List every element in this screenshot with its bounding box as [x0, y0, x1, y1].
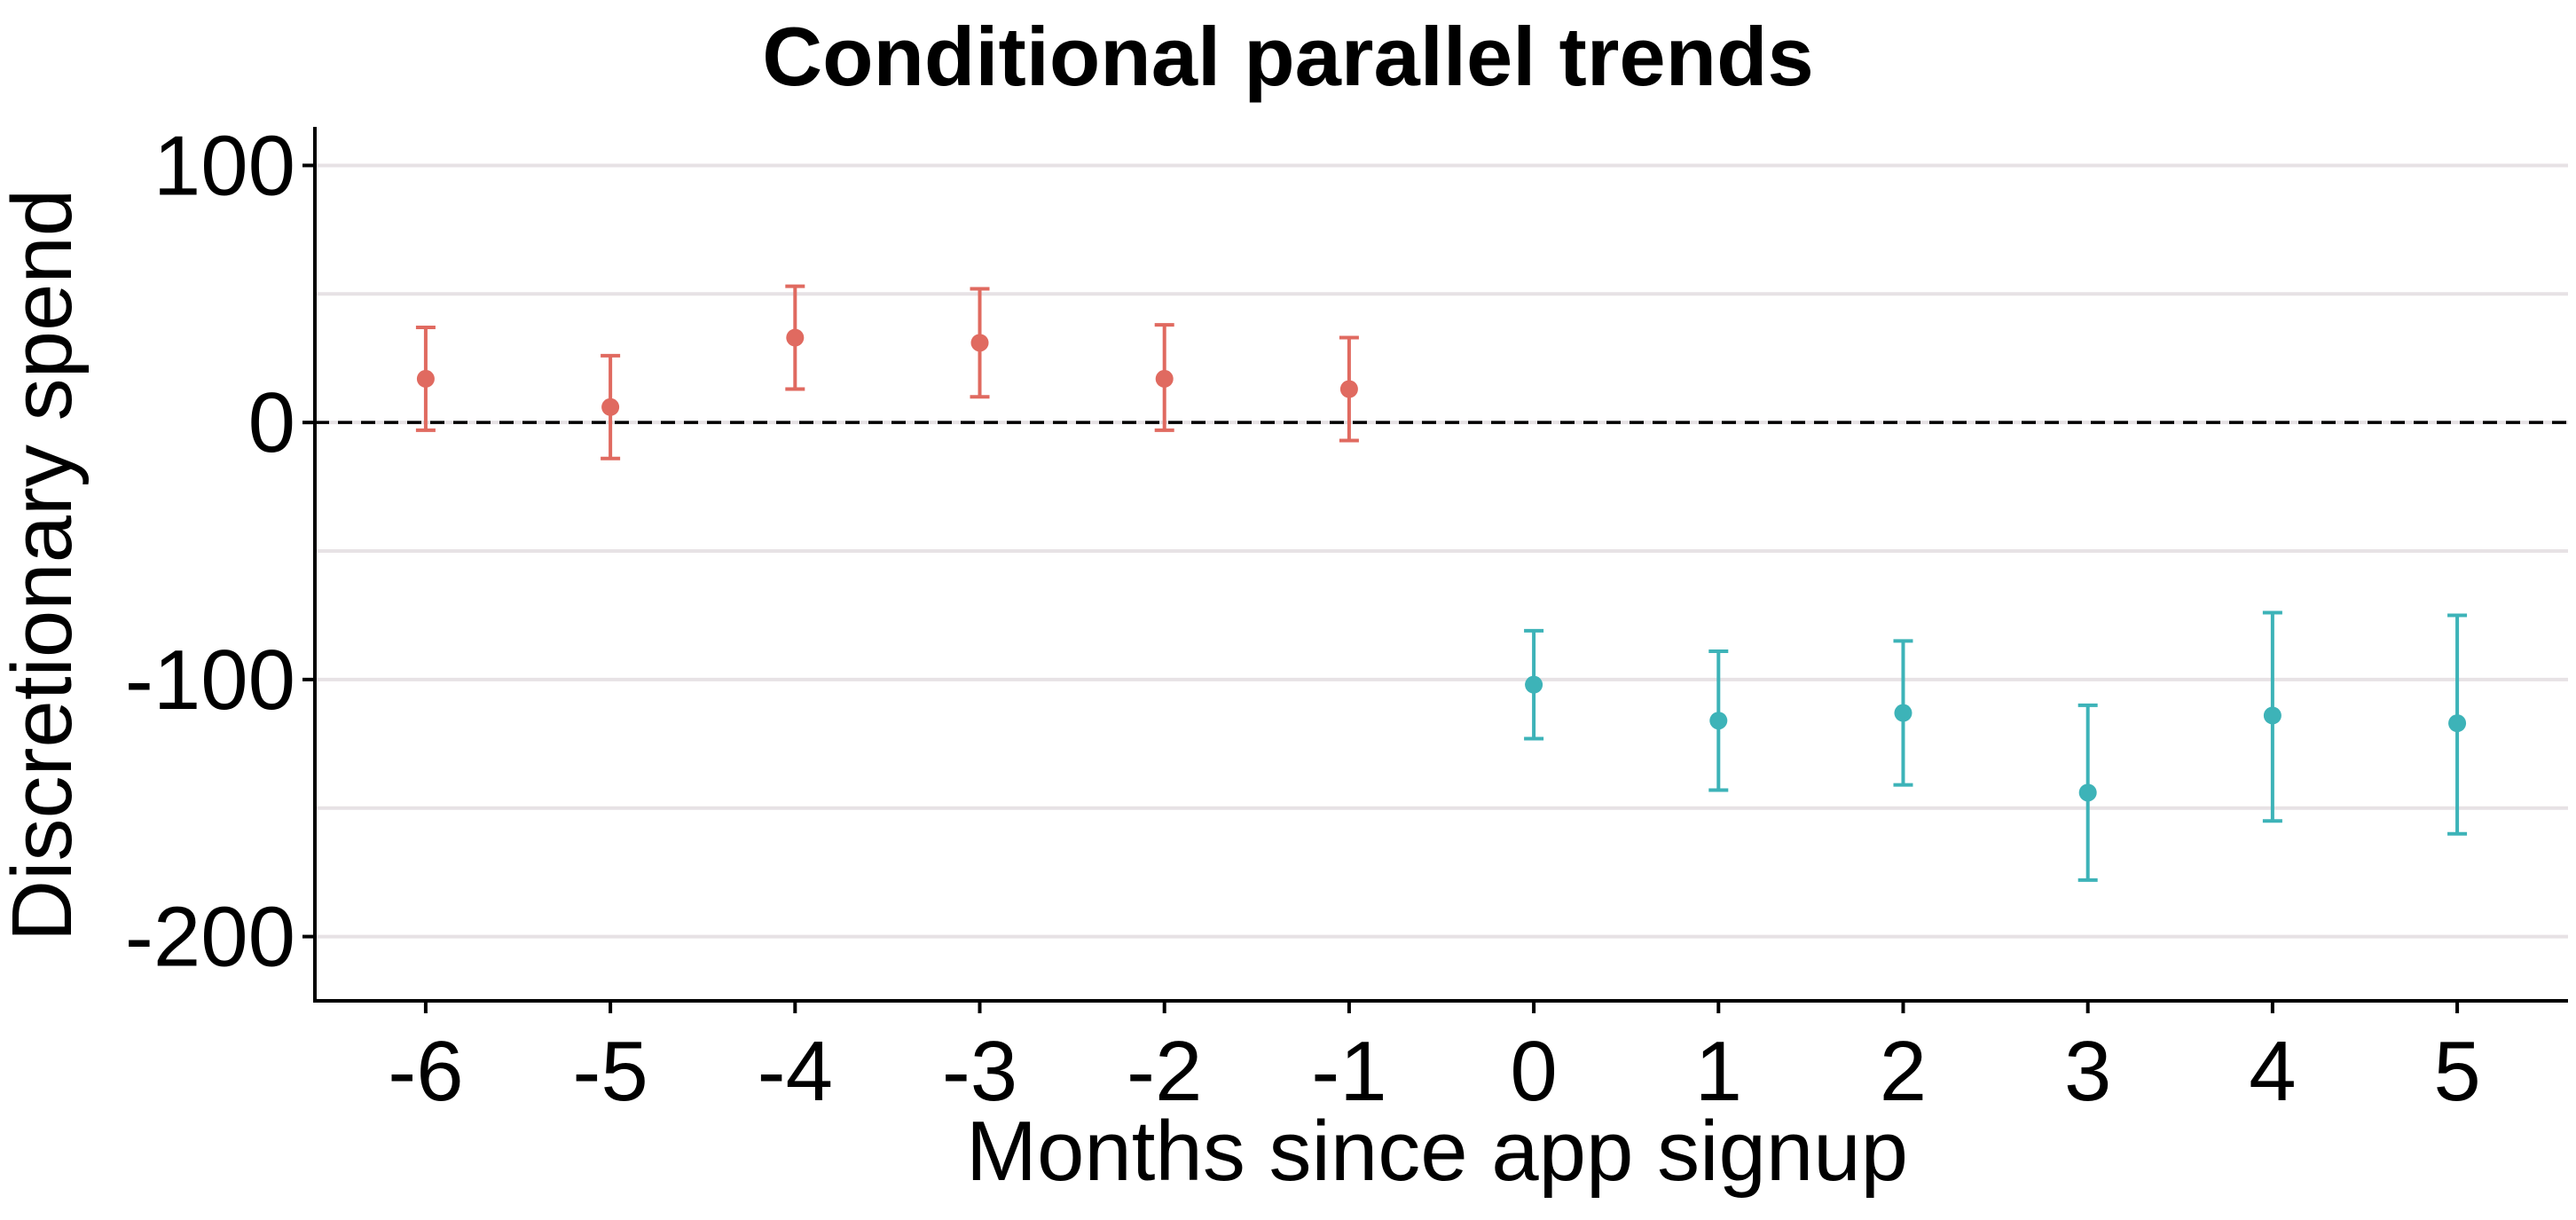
data-point [1525, 675, 1543, 694]
x-tick-label: -2 [1127, 1024, 1202, 1119]
y-tick-label: -200 [125, 890, 295, 985]
data-point [601, 397, 620, 416]
x-tick-label: -6 [388, 1024, 463, 1119]
data-point [1339, 380, 1358, 398]
data-point [2078, 783, 2097, 802]
data-point-group [970, 287, 990, 399]
data-point [2448, 714, 2467, 733]
data-point-group [1893, 639, 1913, 787]
data-point-group [1708, 649, 1729, 792]
x-tick-label: 3 [2064, 1024, 2111, 1119]
data-point-group [2077, 703, 2098, 882]
axes [302, 127, 2568, 1013]
x-tick-label: 4 [2249, 1024, 2296, 1119]
x-tick-label: -1 [1311, 1024, 1386, 1119]
data-point [1709, 712, 1728, 730]
data-point [416, 369, 435, 388]
chart-title: Conditional parallel trends [762, 10, 1814, 103]
data-point-group [1339, 335, 1359, 443]
data-point [1155, 369, 1174, 388]
data-point-group [2262, 610, 2282, 823]
x-tick-label: 0 [1510, 1024, 1557, 1119]
tick-labels: 100 0 -100 -200 -6 -5 -4 -3 -2 -1 0 1 2 3 4 5 [125, 118, 2481, 1119]
data-point-group [2447, 613, 2468, 836]
data-point-group [601, 353, 621, 460]
data-point [1894, 704, 1912, 722]
grid-lines [315, 163, 2568, 939]
data-point-group [1154, 323, 1174, 432]
x-tick-label: 1 [1695, 1024, 1742, 1119]
x-axis-label: Months since app signup [966, 1104, 1908, 1199]
data-point-group [415, 325, 436, 432]
data-point [970, 334, 989, 352]
series-group [415, 284, 2468, 882]
x-tick-label: 2 [1880, 1024, 1927, 1119]
x-tick-label: 5 [2433, 1024, 2480, 1119]
x-tick-label: -3 [942, 1024, 1017, 1119]
y-axis-label: Discretionary spend [0, 189, 90, 941]
data-point [786, 328, 805, 347]
data-point-group [785, 284, 805, 391]
data-point [2263, 706, 2281, 725]
x-tick-label: -4 [758, 1024, 833, 1119]
x-tick-label: -5 [572, 1024, 648, 1119]
y-tick-label: -100 [125, 633, 295, 728]
y-tick-label: 0 [248, 375, 295, 470]
data-point-group [1524, 628, 1544, 741]
y-tick-label: 100 [153, 118, 295, 213]
